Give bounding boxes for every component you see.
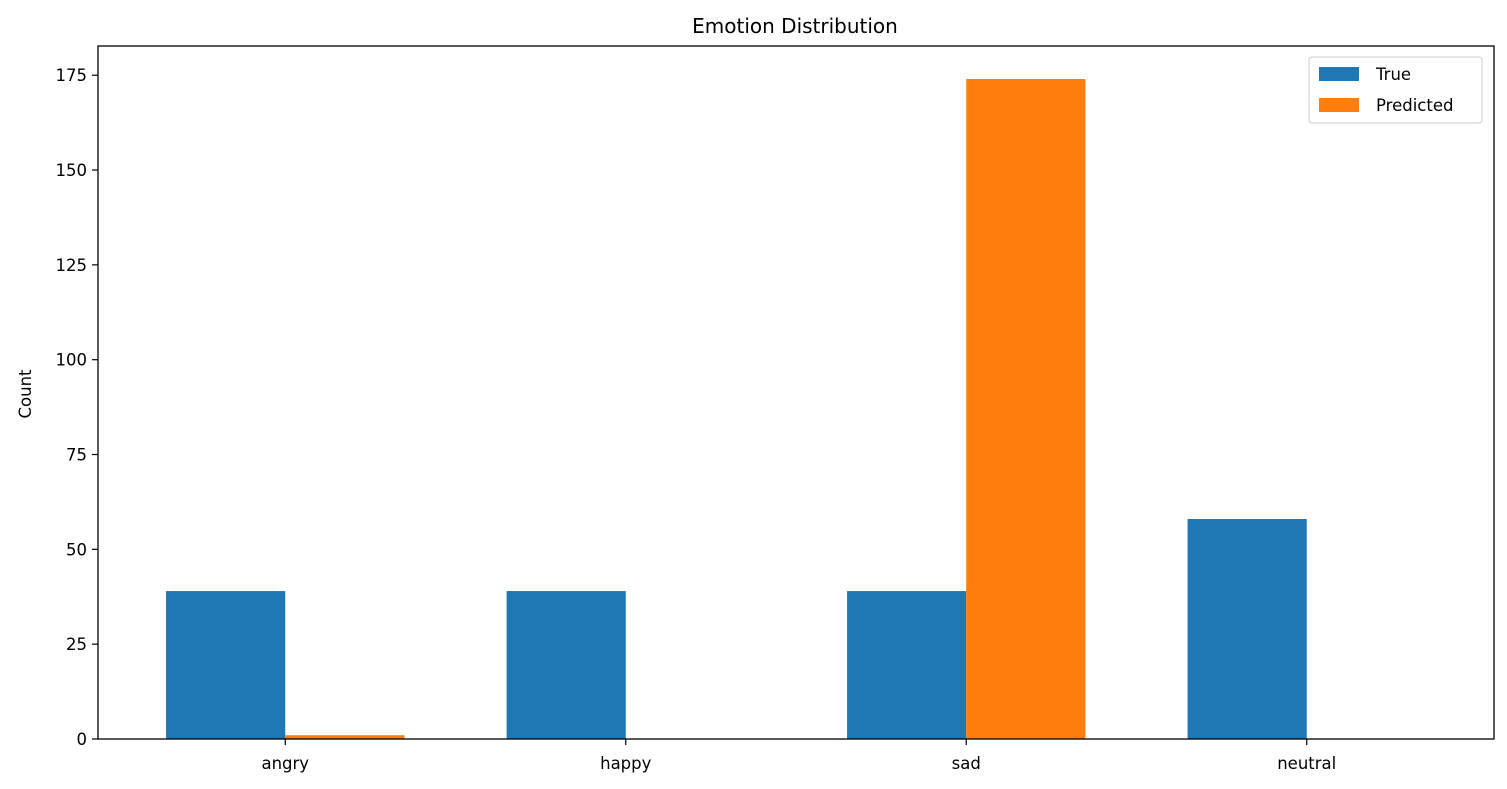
x-tick-label-angry: angry — [261, 754, 309, 773]
y-tick-label: 25 — [66, 635, 87, 654]
x-tick-label-happy: happy — [600, 754, 652, 773]
y-tick-label: 175 — [56, 66, 88, 85]
plot-frame — [97, 45, 1495, 740]
y-axis-ticks: 0 25 50 75 100 125 150 175 — [56, 66, 98, 749]
bar-predicted-angry — [285, 735, 405, 739]
legend-label-predicted: Predicted — [1376, 96, 1453, 115]
bar-true-happy — [506, 591, 626, 739]
chart-title: Emotion Distribution — [692, 14, 898, 38]
bar-true-sad — [847, 591, 967, 739]
y-tick-label: 50 — [66, 540, 87, 559]
legend-label-true: True — [1375, 65, 1411, 84]
bars — [166, 79, 1307, 739]
y-tick-label: 75 — [66, 446, 87, 465]
legend-swatch-true — [1319, 67, 1359, 81]
bar-true-neutral — [1187, 519, 1307, 739]
x-axis-ticks: angry happy sad neutral — [261, 739, 1336, 773]
y-tick-label: 0 — [77, 730, 88, 749]
y-tick-label: 100 — [56, 351, 88, 370]
legend: True Predicted — [1308, 56, 1483, 124]
legend-swatch-predicted — [1319, 98, 1359, 112]
bar-true-angry — [166, 591, 286, 739]
y-tick-label: 125 — [56, 256, 88, 275]
y-axis-label: Count — [16, 369, 35, 419]
y-tick-label: 150 — [56, 161, 88, 180]
x-tick-label-sad: sad — [952, 754, 981, 773]
x-tick-label-neutral: neutral — [1277, 754, 1336, 773]
bar-predicted-sad — [966, 79, 1086, 739]
